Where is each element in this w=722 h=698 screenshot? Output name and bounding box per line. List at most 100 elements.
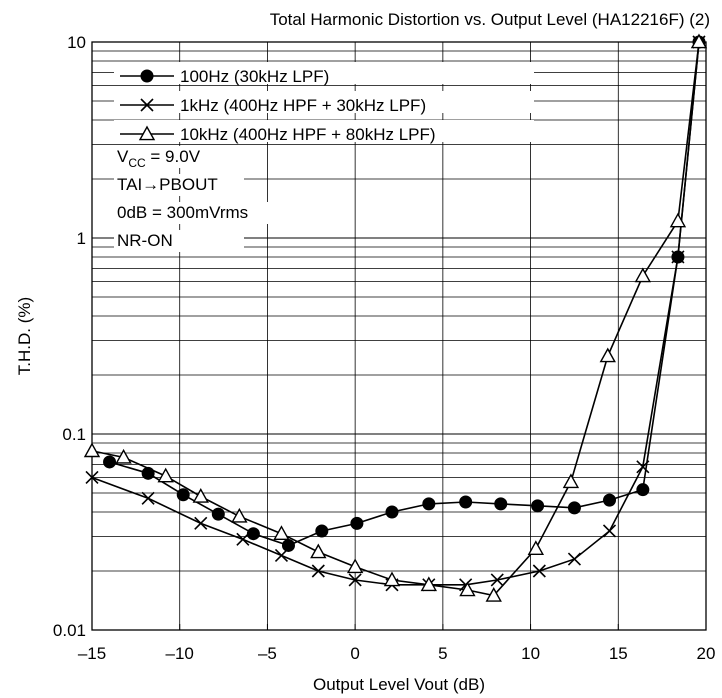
x-marker-stroke	[274, 548, 289, 563]
series-line	[109, 41, 700, 547]
data-point	[562, 473, 580, 489]
data-point	[311, 564, 325, 578]
x-marker-stroke	[532, 564, 546, 578]
data-point	[485, 587, 502, 602]
x-marker-stroke	[671, 250, 685, 264]
data-point	[527, 540, 545, 555]
x-marker-stroke	[194, 516, 208, 530]
grid-lines	[91, 42, 707, 630]
legend-marker	[138, 125, 156, 141]
legend: 100Hz (30kHz LPF) 1kHz (400Hz HPF + 30kHz…	[114, 62, 534, 144]
annotation-text: VCC = 9.0V	[117, 147, 201, 170]
data-point	[85, 470, 99, 485]
data-point	[281, 538, 295, 552]
annotations: VCC = 9.0V TAI→PBOUT 0dB = 300mVrms NR-ON	[114, 146, 306, 252]
x-tick-label: 5	[438, 644, 447, 663]
data-point	[669, 212, 687, 228]
data-point	[385, 505, 399, 519]
x-marker-stroke	[602, 524, 617, 538]
x-marker-stroke	[236, 532, 250, 546]
y-tick-label: 10	[67, 33, 86, 52]
x-tick-label: 15	[609, 644, 628, 663]
data-point	[459, 495, 473, 509]
x-tick-label: –15	[78, 644, 106, 663]
annotation-background	[114, 230, 244, 252]
x-marker-stroke	[567, 552, 581, 566]
x-marker-stroke	[140, 98, 154, 112]
x-marker-stroke	[348, 573, 362, 587]
x-tick-label: –5	[258, 644, 277, 663]
data-point	[346, 558, 364, 574]
x-marker-stroke	[85, 470, 99, 485]
data-point	[383, 571, 401, 587]
legend-background	[114, 62, 534, 84]
data-point	[194, 516, 208, 530]
data-point	[348, 573, 362, 587]
x-tick-labels: –15 –10 –5 0 5 10 15 20	[78, 644, 716, 663]
data-point	[115, 448, 132, 464]
data-point	[192, 488, 209, 503]
data-point	[141, 491, 155, 505]
data-point	[490, 573, 504, 587]
data-point	[602, 524, 617, 538]
annotation-text: NR-ON	[117, 231, 173, 250]
data-point	[567, 501, 581, 515]
legend-marker	[140, 69, 154, 83]
legend-label: 10kHz (400Hz HPF + 80kHz LPF)	[180, 125, 436, 144]
annotation-background	[114, 202, 306, 224]
legend-background	[114, 91, 534, 113]
data-point	[315, 524, 329, 538]
y-tick-labels: 0.01 0.1 1 10	[53, 33, 86, 640]
x-marker-stroke	[311, 564, 325, 578]
data-point	[459, 581, 476, 597]
legend-label: 1kHz (400Hz HPF + 30kHz LPF)	[180, 96, 426, 115]
x-marker-stroke	[490, 573, 504, 587]
x-axis-label: Output Level Vout (dB)	[313, 675, 485, 694]
data-point	[83, 442, 101, 458]
data-point	[603, 493, 617, 507]
x-tick-label: –10	[166, 644, 194, 663]
x-marker-stroke	[636, 460, 650, 474]
annotation-text: TAI→PBOUT	[117, 175, 218, 194]
x-marker-stroke	[141, 491, 155, 505]
chart-title: Total Harmonic Distortion vs. Output Lev…	[270, 10, 710, 29]
data-point	[636, 460, 650, 474]
legend-label: 100Hz (30kHz LPF)	[180, 67, 329, 86]
data-point	[310, 543, 327, 559]
series-layer	[83, 33, 708, 602]
data-point	[671, 250, 685, 264]
annotation-background	[114, 174, 244, 196]
y-tick-label: 0.01	[53, 621, 86, 640]
legend-marker	[140, 98, 154, 112]
data-point	[350, 516, 364, 530]
y-axis-label: T.H.D. (%)	[15, 297, 34, 375]
plot-frame	[91, 41, 707, 631]
series-line	[91, 41, 700, 597]
data-point	[274, 548, 289, 563]
x-tick-label: 20	[697, 644, 716, 663]
x-tick-label: 0	[350, 644, 359, 663]
data-point	[236, 532, 250, 546]
y-tick-label: 1	[77, 229, 86, 248]
data-point	[494, 497, 508, 511]
data-point	[599, 347, 616, 363]
data-point	[231, 507, 248, 523]
data-point	[422, 497, 436, 511]
annotation-background	[114, 146, 244, 168]
data-point	[420, 576, 438, 592]
data-point	[211, 507, 225, 521]
data-point	[531, 499, 545, 513]
data-point	[246, 527, 260, 541]
series-3	[83, 33, 708, 602]
legend-background	[114, 120, 534, 142]
y-tick-label: 0.1	[62, 425, 86, 444]
data-point	[690, 33, 708, 49]
data-point	[176, 488, 190, 502]
data-point	[103, 455, 117, 469]
annotation-text: 0dB = 300mVrms	[117, 203, 248, 222]
data-point	[157, 467, 174, 483]
x-tick-label: 10	[521, 644, 540, 663]
data-point	[273, 525, 290, 540]
data-point	[532, 564, 546, 578]
